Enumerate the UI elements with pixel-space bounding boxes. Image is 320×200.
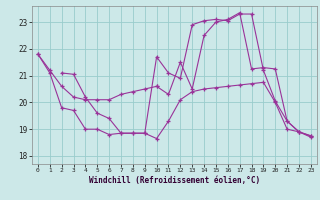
X-axis label: Windchill (Refroidissement éolien,°C): Windchill (Refroidissement éolien,°C) <box>89 176 260 185</box>
